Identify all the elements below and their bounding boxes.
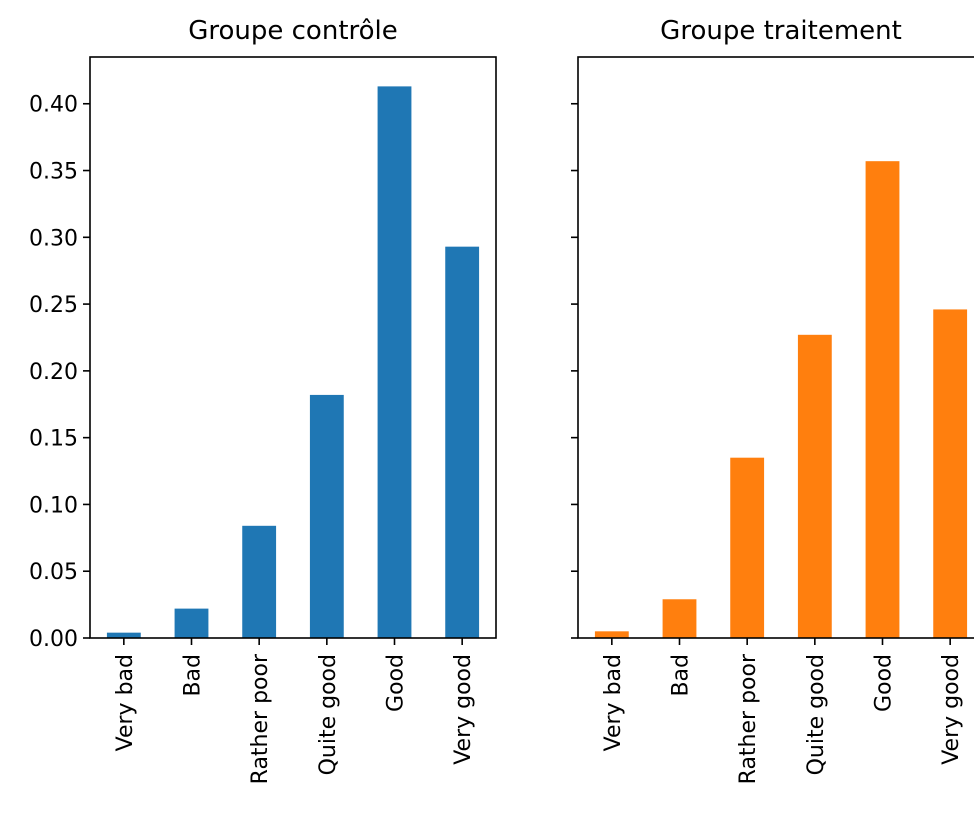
- bar: [445, 246, 480, 638]
- y-tick-label: 0.10: [29, 493, 78, 518]
- bar: [730, 457, 765, 638]
- x-tick-label: Rather poor: [248, 653, 273, 784]
- x-tick-label: Rather poor: [736, 653, 761, 784]
- bar: [174, 608, 209, 638]
- bar: [933, 309, 968, 638]
- x-tick-label: Quite good: [804, 654, 829, 775]
- bar: [377, 86, 412, 638]
- bar-series: [594, 161, 968, 638]
- axes-frame: [89, 56, 497, 639]
- x-tick-label: Very good: [939, 654, 964, 765]
- y-tick-label: 0.15: [29, 427, 78, 452]
- y-tick-label: 0.05: [29, 560, 78, 585]
- y-tick-label: 0.20: [29, 360, 78, 385]
- bar: [242, 525, 277, 638]
- x-tick-label: Bad: [669, 654, 694, 697]
- x-tick-label: Very bad: [113, 654, 138, 751]
- x-tick-label: Very good: [451, 654, 476, 765]
- panel-control: Groupe contrôle 0.00 0.05 0.10 0.15 0.20 0.25…: [29, 16, 497, 784]
- bar: [309, 394, 344, 638]
- y-tick-label: 0.00: [29, 627, 78, 652]
- x-tick-label: Good: [384, 654, 409, 712]
- bar: [865, 161, 900, 638]
- axes-frame: [577, 56, 974, 639]
- x-tick-label: Bad: [181, 654, 206, 697]
- x-tick-label: Very bad: [601, 654, 626, 751]
- y-tick-label: 0.40: [29, 93, 78, 118]
- bar: [106, 632, 141, 638]
- y-tick-label: 0.35: [29, 160, 78, 185]
- x-tick-label: Good: [872, 654, 897, 712]
- bar: [594, 631, 629, 638]
- bar-series: [106, 86, 480, 638]
- bar: [797, 334, 832, 638]
- chart-title: Groupe traitement: [660, 16, 902, 46]
- panel-treatment: Groupe traitement Very bad Bad Rather poor…: [571, 16, 974, 784]
- chart-title: Groupe contrôle: [188, 16, 398, 46]
- y-tick-label: 0.25: [29, 293, 78, 318]
- bar: [662, 599, 697, 638]
- x-tick-label: Quite good: [316, 654, 341, 775]
- y-tick-label: 0.30: [29, 226, 78, 251]
